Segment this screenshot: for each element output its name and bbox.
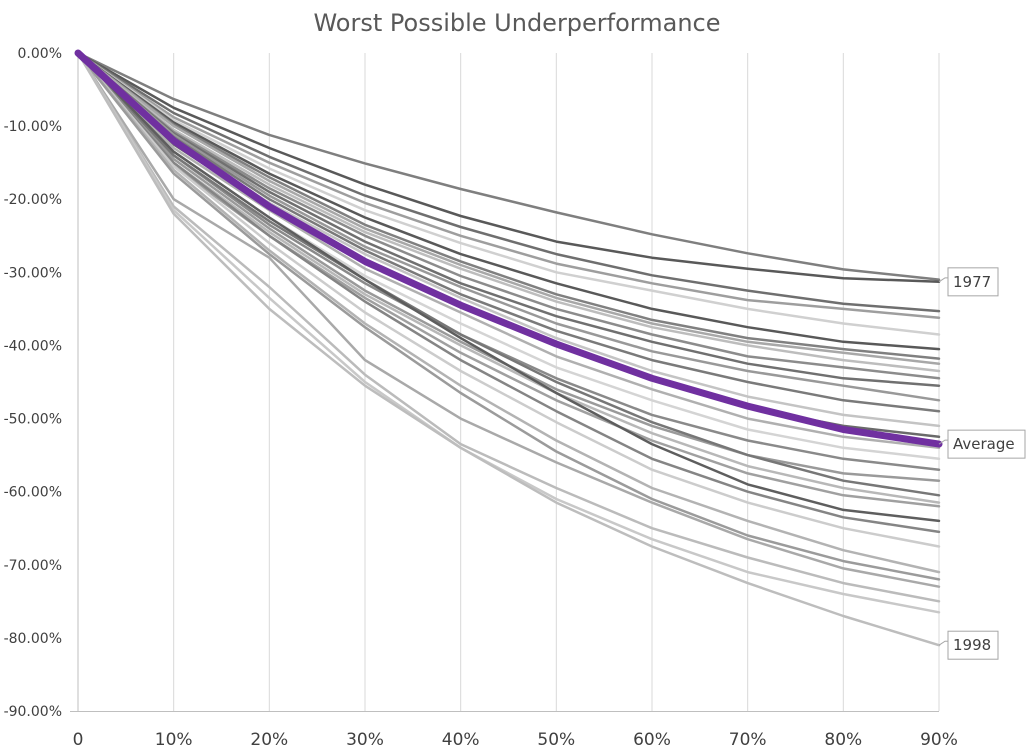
series-line-1998 — [76, 51, 941, 647]
x-tick-label: 40% — [442, 730, 480, 750]
series-line — [76, 51, 941, 588]
series-line — [76, 51, 941, 574]
callout-1998: 1998 — [938, 630, 999, 660]
series-line — [76, 51, 941, 450]
series-line — [76, 51, 941, 471]
chart-title: Worst Possible Underperformance — [313, 9, 720, 37]
series-line — [76, 51, 941, 380]
y-tick-label: -30.00% — [4, 265, 62, 281]
series-line — [76, 51, 941, 360]
series-line — [76, 51, 941, 508]
series-line — [76, 51, 941, 603]
x-tick-label: 60% — [633, 730, 671, 750]
series-line — [76, 51, 941, 497]
y-tick-label: -20.00% — [4, 192, 62, 208]
series-line — [76, 51, 941, 313]
series-line — [76, 51, 941, 365]
series-lines — [74, 49, 943, 647]
callout-box — [947, 429, 1026, 459]
y-axis-tick-labels: 0.00% -10.00% -20.00% -30.00% -40.00% -50.00%… — [4, 46, 62, 720]
series-line-average — [74, 49, 943, 448]
x-axis-tick-labels: 0 10% 20% 30% 40% 50% 60% 70% 80% 90% — [73, 730, 958, 750]
series-line — [76, 51, 941, 387]
callout-leader — [938, 439, 948, 445]
x-tick-label: 90% — [920, 730, 958, 750]
callout-box — [947, 267, 999, 297]
x-tick-label: 20% — [250, 730, 288, 750]
series-line — [76, 51, 941, 581]
callout-label: 1977 — [953, 273, 991, 291]
y-tick-label: -60.00% — [4, 485, 62, 501]
y-tick-label: 0.00% — [18, 46, 62, 62]
x-tick-label: 70% — [729, 730, 767, 750]
y-tick-label: -50.00% — [4, 412, 62, 428]
y-tick-label: -90.00% — [4, 704, 62, 720]
series-line — [76, 51, 941, 319]
callout-leader — [938, 640, 948, 646]
series-line — [76, 51, 941, 281]
y-tick-label: -40.00% — [4, 338, 62, 354]
callout-label: 1998 — [953, 636, 991, 654]
series-line — [76, 51, 941, 402]
callout-average: Average — [938, 429, 1026, 459]
y-tick-label: -80.00% — [4, 631, 62, 647]
x-tick-label: 0 — [73, 730, 84, 750]
series-line — [76, 51, 941, 523]
x-tick-label: 80% — [824, 730, 862, 750]
callout-box — [947, 630, 999, 660]
series-callouts: 1977 Average 1998 — [938, 267, 1026, 660]
series-line — [76, 51, 941, 336]
y-tick-label: -70.00% — [4, 558, 62, 574]
callout-label: Average — [953, 435, 1015, 453]
x-tick-label: 50% — [537, 730, 575, 750]
axes — [70, 53, 939, 712]
x-tick-label: 30% — [346, 730, 384, 750]
callout-1977: 1977 — [938, 267, 999, 297]
series-line — [76, 51, 941, 504]
series-line — [76, 51, 941, 413]
y-tick-label: -10.00% — [4, 119, 62, 135]
series-line — [76, 51, 941, 548]
series-line-1977 — [76, 51, 941, 284]
callout-leader — [938, 277, 948, 283]
series-line — [76, 51, 941, 614]
x-tick-label: 10% — [155, 730, 193, 750]
series-line — [76, 51, 941, 351]
series-line — [76, 51, 941, 373]
series-line — [76, 51, 941, 534]
